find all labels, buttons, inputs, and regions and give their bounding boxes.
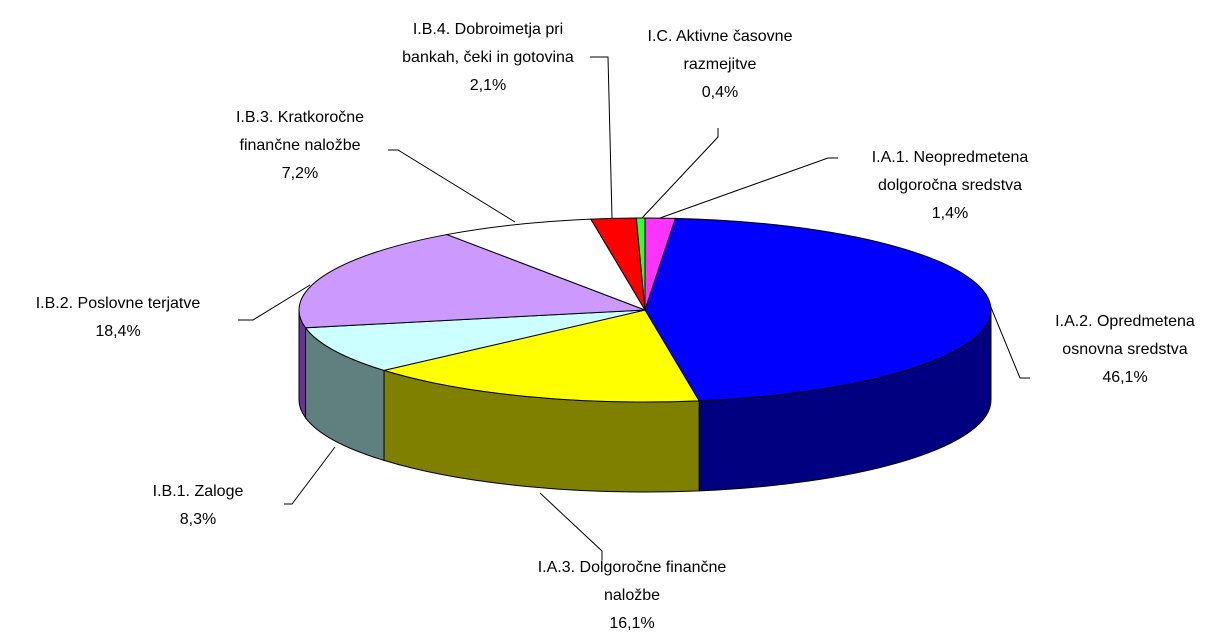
- category-label: I.B.1. Zaloge: [152, 483, 244, 500]
- value-label: 0,4%: [701, 84, 739, 101]
- slice: [445, 218, 647, 311]
- data-label: I.A.1. Neopredmetena dolgoročna sredstva…: [863, 144, 1038, 228]
- value-label: 16,1%: [609, 615, 655, 632]
- category-label: I.A.2. Opredmetena osnovna sredstva: [1055, 313, 1195, 358]
- category-label: I.C. Aktivne časovne razmejitve: [647, 28, 793, 73]
- value-label: 1,4%: [931, 205, 969, 222]
- data-label: I.B.1. Zaloge 8,3%: [98, 478, 298, 534]
- leader-line: [284, 446, 336, 505]
- slice: [298, 234, 646, 329]
- leader-line: [989, 304, 1030, 379]
- value-label: 2,1%: [469, 77, 507, 94]
- value-label: 18,4%: [95, 323, 141, 340]
- leader-line: [238, 284, 311, 321]
- data-label: I.B.2. Poslovne terjatve 18,4%: [0, 290, 238, 346]
- leader-line: [659, 157, 838, 219]
- category-label: I.A.3. Dolgoročne finančne naložbe: [537, 559, 727, 604]
- slices: [298, 217, 992, 493]
- leader-line: [539, 492, 603, 560]
- slice: [635, 217, 646, 311]
- category-label: I.B.2. Poslovne terjatve: [35, 295, 201, 312]
- value-label: 8,3%: [179, 511, 217, 528]
- slice: [304, 309, 646, 371]
- leader-line: [590, 56, 613, 219]
- category-label: I.A.1. Neopredmetena dolgoročna sredstva: [871, 149, 1029, 194]
- category-label: I.B.3. Kratkoročne finančne naložbe: [235, 109, 365, 154]
- data-label: I.A.2. Opredmetena osnovna sredstva 46,1%: [1045, 308, 1205, 392]
- value-label: 7,2%: [281, 165, 319, 182]
- slice: [382, 309, 700, 403]
- data-label: I.B.3. Kratkoročne finančne naložbe 7,2%: [215, 104, 385, 188]
- value-label: 46,1%: [1102, 369, 1148, 386]
- category-label: I.B.4. Dobroimetja pri bankah, čeki in g…: [402, 21, 574, 66]
- leader-line: [388, 149, 516, 223]
- data-label: I.C. Aktivne časovne razmejitve 0,4%: [630, 23, 810, 107]
- leader-line: [641, 128, 719, 219]
- data-label: I.B.4. Dobroimetja pri bankah, čeki in g…: [388, 16, 588, 100]
- data-label: I.A.3. Dolgoročne finančne naložbe 16,1%: [512, 554, 752, 638]
